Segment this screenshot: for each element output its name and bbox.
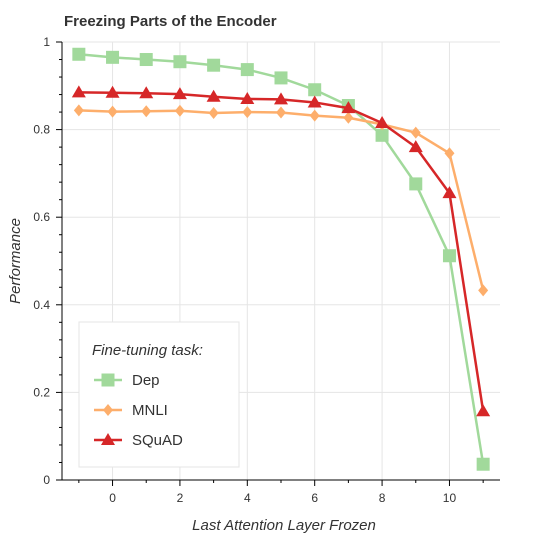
dep-point: [139, 53, 153, 67]
dep-point: [240, 63, 254, 77]
squad-point: [442, 186, 457, 199]
series-mnli: [73, 104, 489, 297]
squad-point: [375, 116, 390, 129]
mnli-point: [242, 106, 253, 119]
legend-title: Fine-tuning task:: [92, 342, 203, 359]
x-tick-label: 4: [244, 491, 251, 505]
series-group: [71, 47, 491, 471]
squad-point: [71, 85, 86, 98]
mnli-point: [444, 147, 455, 160]
mnli-point: [410, 126, 421, 139]
legend-item-dep: Dep: [94, 372, 160, 389]
series-dep: [72, 47, 490, 471]
dep-point: [442, 249, 456, 263]
dep-point: [476, 457, 490, 471]
x-tick-label: 10: [443, 491, 457, 505]
dep-point: [106, 50, 120, 64]
axes: [56, 41, 500, 486]
y-tick-label: 1: [43, 35, 50, 49]
legend-marker: [101, 373, 115, 387]
squad-point: [240, 91, 255, 104]
dep-point: [207, 58, 221, 72]
legend-label: MNLI: [132, 402, 168, 419]
x-tick-label: 2: [177, 491, 184, 505]
chart-title: Freezing Parts of the Encoder: [64, 13, 277, 30]
mnli-point: [73, 104, 84, 117]
squad-point: [105, 85, 120, 98]
dep-point: [72, 47, 86, 61]
dep-point: [274, 71, 288, 85]
squad-point: [341, 101, 356, 114]
squad-point: [206, 89, 221, 102]
legend-label: Dep: [132, 372, 160, 389]
series-squad: [71, 85, 491, 417]
squad-point: [307, 95, 322, 108]
y-tick-label: 0.6: [33, 210, 50, 224]
y-tick-label: 0.2: [33, 385, 50, 399]
x-tick-label: 6: [311, 491, 318, 505]
dep-point: [409, 177, 423, 191]
legend-label: SQuAD: [132, 432, 183, 449]
legend-item-squad: SQuAD: [94, 432, 183, 449]
mnli-point: [107, 105, 118, 118]
legend: Fine-tuning task: Dep MNLI SQuAD: [78, 321, 240, 468]
mnli-point: [343, 111, 354, 124]
mnli-point: [309, 109, 320, 122]
legend-item-mnli: MNLI: [94, 402, 168, 419]
y-tick-label: 0.4: [33, 298, 50, 312]
x-tick-label: 0: [109, 491, 116, 505]
mnli-point: [174, 104, 185, 117]
legend-marker: [101, 433, 115, 445]
squad-point: [476, 404, 491, 417]
mnli-point: [478, 284, 489, 297]
legend-marker: [103, 404, 113, 416]
y-axis-label: Performance: [7, 218, 24, 304]
dep-point: [308, 83, 322, 97]
y-tick-label: 0.8: [33, 123, 50, 137]
y-tick-label: 0: [43, 473, 50, 487]
dep-point: [173, 55, 187, 69]
mnli-point: [141, 105, 152, 118]
squad-point: [408, 140, 423, 153]
tick-labels: 0 2 4 6 8 10 0 0.2 0.4 0.6 0.8 1: [33, 35, 456, 505]
squad-point: [139, 86, 154, 99]
squad-point: [172, 87, 187, 100]
dep-point: [375, 128, 389, 142]
x-tick-label: 8: [379, 491, 386, 505]
mnli-point: [276, 106, 286, 119]
x-axis-label: Last Attention Layer Frozen: [192, 517, 376, 534]
squad-point: [274, 92, 288, 105]
mnli-point: [208, 106, 219, 119]
